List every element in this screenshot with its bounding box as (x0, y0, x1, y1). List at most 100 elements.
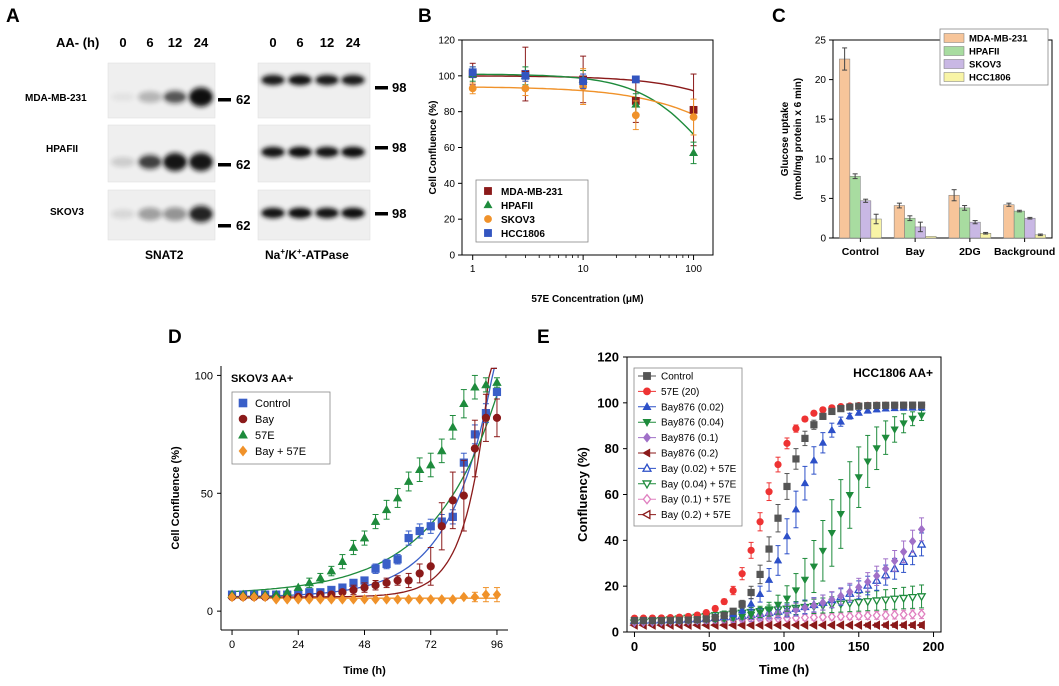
legend-box (475, 179, 589, 243)
y-tick-label: 0 (820, 234, 826, 245)
caption-part: /K (285, 248, 297, 262)
marker-tick (218, 98, 231, 102)
data-point (881, 434, 890, 443)
data-point (283, 594, 292, 605)
legend-marker (238, 398, 248, 408)
data-point (470, 444, 479, 453)
data-point (404, 576, 413, 585)
data-point (426, 594, 435, 605)
y-tick-label: 120 (597, 350, 619, 365)
x-tick-label: 200 (923, 639, 945, 654)
y-tick-label: 120 (438, 36, 455, 47)
data-point (349, 594, 358, 605)
data-point (737, 620, 746, 630)
y-tick-label: 60 (444, 143, 456, 154)
data-point (675, 616, 683, 624)
data-point (800, 620, 808, 630)
lane-label: 6 (296, 35, 303, 50)
data-point (908, 620, 916, 630)
legend-label: HCC1806 (501, 229, 545, 240)
chart-d-skov3-time-course: 0 50 100 0 24 48 72 96 Time (h) Cell Confluence (… (170, 366, 508, 677)
data-point (249, 591, 259, 603)
marker-label-left: 62 (236, 92, 250, 107)
blot-band-core (263, 76, 283, 84)
y-tick-label: 80 (605, 441, 619, 456)
data-point (666, 616, 674, 624)
marker-tick (218, 163, 231, 167)
bar (948, 194, 960, 239)
legend-label: Bay (0.04) + 57E (661, 479, 737, 490)
data-point (382, 594, 391, 605)
lane-label: 12 (168, 35, 182, 50)
aa-time-label: AA- (h) (56, 35, 99, 50)
data-point (800, 612, 810, 623)
x-tick-label: 10 (578, 264, 590, 275)
data-point (720, 598, 728, 606)
data-point (782, 620, 790, 630)
blot-band-core (290, 76, 310, 84)
y-tick-label: 20 (605, 579, 619, 594)
data-point (381, 504, 392, 514)
data-point (404, 594, 413, 605)
data-point (448, 594, 457, 605)
data-point (908, 401, 917, 409)
data-point (437, 522, 446, 531)
data-point (746, 611, 756, 620)
data-point (890, 609, 899, 621)
data-point (765, 545, 773, 553)
data-point (854, 620, 862, 630)
bar (893, 205, 905, 239)
data-point (227, 591, 237, 603)
blot-band (111, 92, 135, 102)
data-point (854, 474, 863, 482)
blot-band (163, 207, 187, 221)
data-point (415, 594, 424, 605)
data-point (783, 439, 791, 447)
data-point (846, 587, 854, 597)
data-point (359, 533, 370, 542)
data-point (773, 620, 781, 630)
data-point (881, 564, 890, 574)
y-tick-label: 15 (815, 115, 827, 126)
marker-label-left: 62 (236, 157, 250, 172)
data-point (755, 589, 765, 598)
data-point (630, 616, 639, 625)
y-tick-label: 40 (605, 533, 619, 548)
x-tick-label: 0 (229, 639, 235, 651)
legend-marker (642, 493, 652, 505)
y-tick-label: 5 (820, 194, 826, 205)
blot-band-core (191, 90, 211, 104)
data-point (801, 603, 809, 613)
data-point (294, 594, 303, 605)
y-tick-label: 60 (605, 487, 619, 502)
data-point (917, 412, 926, 420)
data-point (315, 573, 326, 582)
legend-marker (643, 432, 651, 443)
data-point (907, 548, 918, 557)
data-point (818, 547, 828, 556)
y-tick-label: 100 (195, 370, 213, 382)
data-point (819, 412, 827, 420)
data-point (873, 571, 881, 581)
data-point (783, 482, 791, 491)
blot-band (138, 91, 162, 103)
data-point (917, 620, 925, 630)
x-tick-label: 0 (631, 639, 638, 654)
data-point (521, 84, 530, 93)
data-point (492, 377, 502, 386)
legend-label: Bay (0.1) + 57E (661, 495, 731, 506)
y-axis-label: Glucose uptake (780, 101, 791, 176)
data-point (684, 616, 692, 624)
data-point (470, 382, 480, 391)
data-point (899, 420, 908, 428)
data-point (881, 620, 889, 630)
legend-marker (641, 480, 653, 490)
data-point (863, 620, 871, 630)
data-point (773, 556, 783, 564)
data-point (917, 524, 926, 534)
data-point (393, 555, 402, 564)
data-point (916, 593, 927, 602)
legend-label: Bay (0.2) + 57E (661, 510, 731, 521)
legend-marker (238, 414, 248, 424)
data-point (871, 597, 882, 606)
